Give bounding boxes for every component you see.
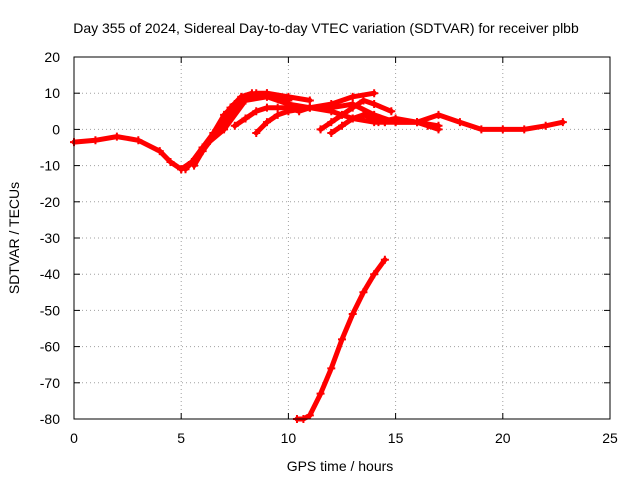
data-point [305,96,314,105]
y-axis-title: SDTVAR / TECUs [6,182,22,294]
y-tick-label: -60 [40,339,60,355]
y-tick-label: -40 [40,266,60,282]
y-tick-label: 0 [52,121,60,137]
data-point [370,89,379,98]
data-point [434,125,443,134]
data-point [262,103,271,112]
series-trace [71,94,566,172]
y-tick-label: -50 [40,302,60,318]
data-point [370,100,379,109]
series-arc-9 [374,114,443,134]
data-point [370,114,379,123]
plot-frame [73,56,611,420]
data-point [181,165,190,174]
data-point [190,161,199,170]
x-tick-label: 0 [70,430,78,446]
x-tick-label: 5 [177,430,185,446]
data-point [413,118,422,127]
data-point [327,364,336,373]
data-point [215,121,224,130]
data-point [262,89,271,98]
data-point [252,129,261,138]
y-tick-label: 10 [44,85,60,101]
x-tick-label: 25 [602,430,618,446]
x-tick-label: 20 [495,430,511,446]
data-point [338,110,346,119]
data-point [359,110,368,119]
x-axis-title: GPS time / hours [287,458,394,474]
data-point [91,136,100,145]
data-point [247,89,256,98]
tick-labels: 0 5 10 15 20 25 20 10 0 -10 -20 -30 -40 -50 -60 -70 -80 [40,49,618,446]
y-tick-label: -80 [40,411,60,427]
data-point [423,121,432,130]
x-tick-label: 10 [281,430,297,446]
data-point [155,147,164,156]
data-point [284,92,293,101]
data-point [327,129,336,138]
data-point [305,411,314,420]
data-point [477,125,486,134]
data-point [316,125,325,134]
data-point [348,103,357,112]
data-point [262,118,271,127]
data-point [348,114,357,123]
chart-title: Day 355 of 2024, Sidereal Day-to-day VTE… [73,20,579,36]
data-point [558,118,567,127]
data-point [327,100,336,109]
data-point [284,107,293,116]
series-drop-arc [292,255,389,423]
y-tick-label: -20 [40,194,60,210]
data-point [374,118,383,127]
data-point [305,103,314,112]
data-point [226,103,235,112]
data-point [327,107,336,116]
data-point [230,121,239,130]
data-point [338,121,346,130]
data-point [166,157,175,166]
data-point [348,310,357,319]
data-point [327,118,336,127]
y-tick-label: -70 [40,375,60,391]
data-point [380,255,389,264]
y-tick-label: -30 [40,230,60,246]
data-point [391,114,400,123]
series-arc-7 [316,96,396,134]
data-point [241,114,250,123]
data-point [455,118,464,127]
y-tick-label: -10 [40,158,60,174]
data-point [273,110,282,119]
data-point [359,96,368,105]
series-layer [70,89,567,423]
data-point [348,92,357,101]
data-point [387,107,396,116]
y-tick-label: 20 [44,49,60,65]
data-point [252,107,261,116]
data-point [434,110,443,119]
data-point [498,125,507,134]
x-tick-label: 15 [388,430,404,446]
series-trace [294,257,388,422]
data-point [134,136,143,145]
data-point [112,132,121,141]
data-point [338,335,346,344]
data-point [237,92,246,101]
data-point [316,389,325,398]
data-point [520,125,529,134]
series-arc-4 [190,89,256,170]
data-point [370,270,379,279]
data-point [541,121,550,130]
data-point [359,288,368,297]
data-point [273,103,282,112]
data-point [202,139,211,148]
